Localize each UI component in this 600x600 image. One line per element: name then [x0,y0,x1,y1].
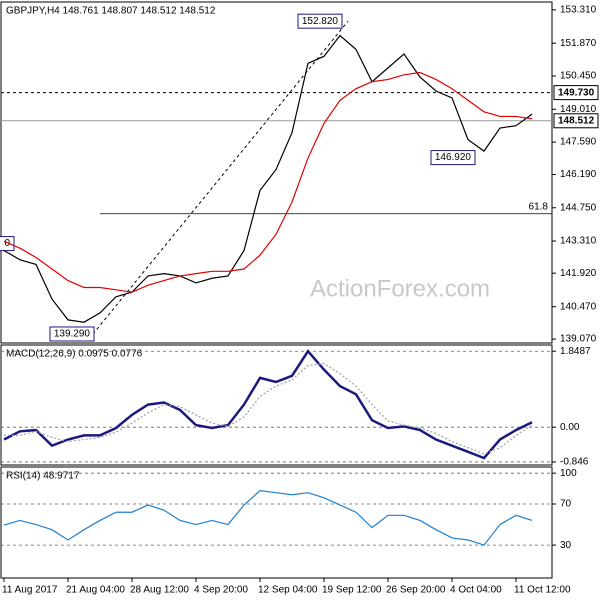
series-line [3,34,533,323]
x-tick-label: 21 Aug 04:00 [66,585,125,596]
y-tick-label: 153.310 [560,5,597,16]
x-tick-label: 26 Sep 20:00 [386,585,446,596]
y-tick-label: 151.870 [560,38,597,49]
panel-frame [0,466,553,579]
series-line [4,362,533,455]
y-tick-label: 140.470 [560,301,597,312]
series-line [3,71,533,293]
annotation-label: 0 [4,238,10,249]
panel-title: MACD(12,26,9) 0.0975 0.0776 [6,349,143,360]
price-label: 148.512 [558,115,595,126]
fib-label: 61.8 [529,201,549,212]
annotation-label: 139.290 [54,329,91,340]
price-label-box [553,113,599,129]
y-tick-label: 1.8487 [560,346,591,357]
y-tick-label: -0.846 [560,457,589,468]
x-tick-label: 28 Aug 12:00 [130,585,189,596]
y-tick-label: 143.310 [560,236,597,247]
x-tick-label: 11 Oct 12:00 [514,585,571,596]
y-tick-label: 100 [560,468,577,479]
y-tick-label: 146.190 [560,169,597,180]
x-tick-label: 12 Sep 04:00 [258,585,318,596]
x-tick-label: 11 Aug 2017 [2,585,58,596]
y-tick-label: 150.450 [560,71,597,82]
panel-frame [0,344,553,466]
y-tick-label: 70 [560,499,572,510]
watermark: ActionForex.com [310,275,490,302]
series-line [3,490,533,546]
annotation-box [297,13,343,29]
price-label: 149.730 [558,87,595,98]
y-tick-label: 144.750 [560,202,597,213]
price-label-box [553,85,599,101]
series-line [3,349,533,460]
y-tick-label: 30 [560,540,572,551]
annotation-box [49,326,95,342]
x-tick-label: 4 Oct 04:00 [450,585,502,596]
annotation-label: 152.820 [302,16,339,27]
annotation-label: 146.920 [435,152,472,163]
panel-title: RSI(14) 48.9717 [6,471,80,482]
annotation-box [0,236,15,252]
y-tick-label: 147.590 [560,137,597,148]
y-tick-label: 0.00 [560,422,580,433]
x-tick-label: 4 Sep 20:00 [194,585,248,596]
panel-frame [0,1,553,344]
annotation-box [430,150,476,166]
y-tick-label: 149.010 [560,104,597,115]
panel-title: GBPJPY,H4 148.761 148.807 148.512 148.51… [6,6,216,17]
x-tick-label: 19 Sep 12:00 [322,585,382,596]
y-tick-label: 141.920 [560,268,597,279]
y-tick-label: 139.070 [560,334,597,345]
